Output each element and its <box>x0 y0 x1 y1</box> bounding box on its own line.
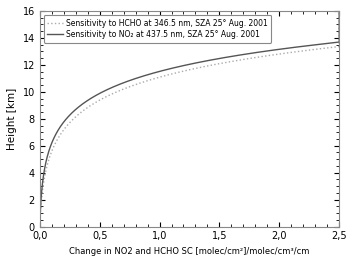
Sensitivity to NO₂ at 437.5 nm, SZA 25° Aug. 2001 <box>241 53 245 56</box>
Sensitivity to HCHO at 346.5 nm, SZA 25° Aug. 2001 <box>39 203 43 206</box>
Sensitivity to NO₂ at 437.5 nm, SZA 25° Aug. 2001 <box>38 225 42 228</box>
Sensitivity to NO₂ at 437.5 nm, SZA 25° Aug. 2001 <box>337 9 341 13</box>
Sensitivity to NO₂ at 437.5 nm, SZA 25° Aug. 2001 <box>217 57 222 60</box>
Sensitivity to HCHO at 346.5 nm, SZA 25° Aug. 2001 <box>38 225 42 228</box>
Y-axis label: Height [km]: Height [km] <box>7 88 17 150</box>
X-axis label: Change in NO2 and HCHO SC [molec/cm²]/molec/cm³/cm: Change in NO2 and HCHO SC [molec/cm²]/mo… <box>69 247 310 256</box>
Line: Sensitivity to NO₂ at 437.5 nm, SZA 25° Aug. 2001: Sensitivity to NO₂ at 437.5 nm, SZA 25° … <box>40 11 339 227</box>
Sensitivity to HCHO at 346.5 nm, SZA 25° Aug. 2001 <box>153 77 157 80</box>
Sensitivity to HCHO at 346.5 nm, SZA 25° Aug. 2001 <box>60 130 64 133</box>
Sensitivity to HCHO at 346.5 nm, SZA 25° Aug. 2001 <box>273 53 278 56</box>
Sensitivity to NO₂ at 437.5 nm, SZA 25° Aug. 2001 <box>55 130 59 133</box>
Sensitivity to HCHO at 346.5 nm, SZA 25° Aug. 2001 <box>55 138 59 141</box>
Sensitivity to HCHO at 346.5 nm, SZA 25° Aug. 2001 <box>247 57 252 60</box>
Sensitivity to NO₂ at 437.5 nm, SZA 25° Aug. 2001 <box>39 203 43 206</box>
Sensitivity to HCHO at 346.5 nm, SZA 25° Aug. 2001 <box>337 9 341 13</box>
Legend: Sensitivity to HCHO at 346.5 nm, SZA 25° Aug. 2001, Sensitivity to NO₂ at 437.5 : Sensitivity to HCHO at 346.5 nm, SZA 25°… <box>44 15 271 43</box>
Sensitivity to NO₂ at 437.5 nm, SZA 25° Aug. 2001 <box>133 77 138 80</box>
Sensitivity to NO₂ at 437.5 nm, SZA 25° Aug. 2001 <box>51 138 56 141</box>
Line: Sensitivity to HCHO at 346.5 nm, SZA 25° Aug. 2001: Sensitivity to HCHO at 346.5 nm, SZA 25°… <box>40 11 339 227</box>
